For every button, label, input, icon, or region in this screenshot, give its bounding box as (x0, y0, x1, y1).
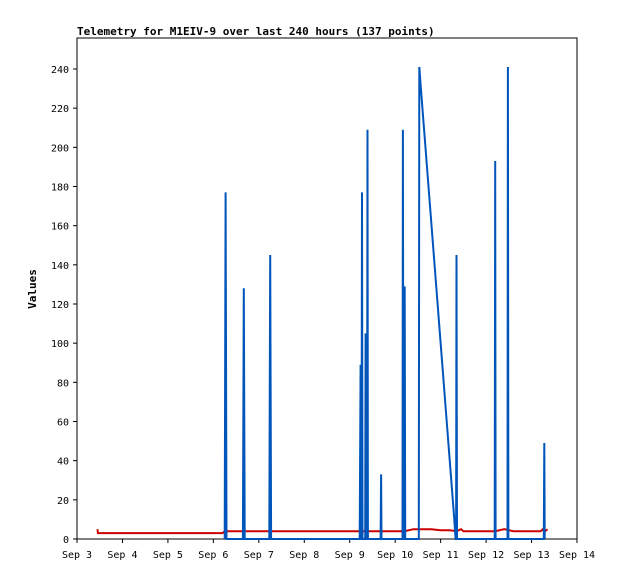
x-tick-label: Sep 10 (377, 550, 413, 561)
series-line-2 (223, 66, 546, 540)
x-tick-label: Sep 4 (107, 550, 137, 561)
y-tick-label: 80 (57, 378, 69, 389)
y-tick-label: 160 (51, 222, 69, 233)
y-tick-label: 120 (51, 300, 69, 311)
series-layer (96, 66, 549, 540)
x-tick-label: Sep 6 (198, 550, 228, 561)
y-tick-label: 0 (63, 535, 69, 546)
plot-frame (76, 37, 578, 540)
y-tick-label: 60 (57, 418, 69, 429)
x-tick-label: Sep 11 (423, 550, 459, 561)
x-tick-label: Sep 5 (153, 550, 183, 561)
x-tick-label: Sep 7 (244, 550, 274, 561)
x-tick-label: Sep 13 (513, 550, 549, 561)
x-tick-label: Sep 9 (335, 550, 365, 561)
x-tick-label: Sep 12 (468, 550, 504, 561)
series-line-1 (96, 527, 549, 535)
y-tick-label: 220 (51, 104, 69, 115)
y-tick-label: 140 (51, 261, 69, 272)
y-tick-label: 180 (51, 183, 69, 194)
x-tick-label: Sep 14 (559, 550, 595, 561)
y-tick-label: 100 (51, 339, 69, 350)
x-axis: Sep 3 Sep 4 Sep 5 Sep 6 Sep 7 Sep 8 Sep 9 Sep 1… (62, 539, 595, 561)
y-tick-label: 200 (51, 143, 69, 154)
y-tick-label: 240 (51, 65, 69, 76)
y-tick-label: 20 (57, 496, 69, 507)
chart-title: Telemetry for M1EIV-9 over last 240 hour… (77, 25, 435, 38)
y-axis-label: Values (26, 269, 39, 309)
y-tick-label: 40 (57, 457, 69, 468)
y-axis: 0 20 40 60 80 100 120 140 160 180 200 220 240 (51, 65, 77, 546)
x-tick-label: Sep 3 (62, 550, 92, 561)
x-tick-label: Sep 8 (289, 550, 319, 561)
